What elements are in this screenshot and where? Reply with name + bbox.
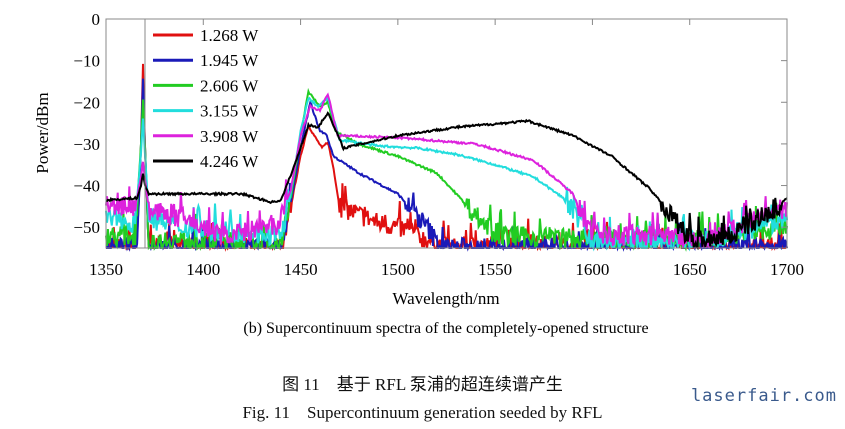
y-axis-label: Power/dBm [33, 92, 52, 173]
caption-chinese: 图 11 基于 RFL 泵浦的超连续谱产生 [282, 375, 563, 394]
legend-label: 1.268 W [200, 26, 259, 45]
chart-title: (b) Supercontinuum spectra of the comple… [243, 320, 648, 337]
watermark: laserfair.com [690, 386, 837, 406]
x-tick-label: 1350 [89, 260, 123, 279]
legend-label: 3.155 W [200, 102, 259, 121]
y-tick-label: −10 [73, 52, 100, 71]
legend-label: 2.606 W [200, 76, 259, 95]
y-tick-label: 0 [92, 10, 101, 29]
legend: 1.268 W 1.945 W 2.606 W 3.155 W 3.908 W 4.246… [153, 26, 259, 171]
caption-english: Fig. 11 Supercontinuum generation seeded… [242, 403, 603, 422]
y-tick-label: −30 [73, 135, 100, 154]
series-line-4 [105, 92, 788, 249]
x-tick-label: 1650 [673, 260, 707, 279]
x-tick-label: 1550 [478, 260, 512, 279]
x-axis-label: Wavelength/nm [392, 289, 499, 308]
spectrum-chart: 1350 1400 1450 1500 1550 1600 1650 1700 0 −10 −20 −… [33, 10, 804, 337]
legend-label: 1.945 W [200, 51, 259, 70]
y-tick-label: −50 [73, 218, 100, 237]
y-tick-label: −40 [73, 177, 100, 196]
y-tick-label: −20 [73, 93, 100, 112]
legend-label: 3.908 W [200, 127, 259, 146]
plot-frame [105, 18, 788, 249]
x-tick-label: 1700 [770, 260, 804, 279]
legend-label: 4.246 W [200, 152, 259, 171]
x-tick-label: 1400 [186, 260, 220, 279]
x-tick-label: 1600 [575, 260, 609, 279]
series-line-5 [105, 111, 788, 251]
x-tick-label: 1500 [381, 260, 415, 279]
x-tick-label: 1450 [284, 260, 318, 279]
